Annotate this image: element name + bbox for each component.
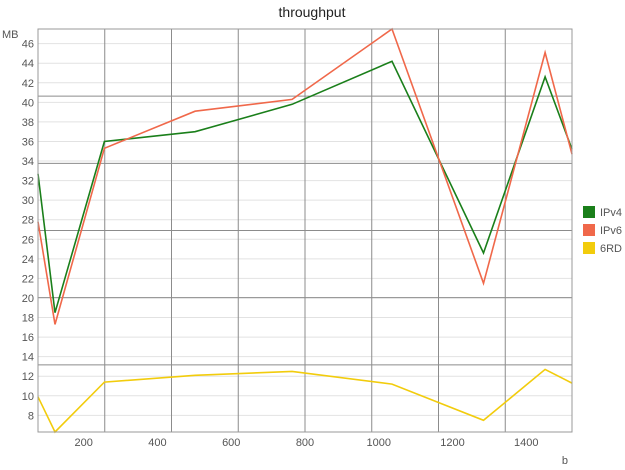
y-tick-label: 14 [22, 352, 34, 364]
y-tick-label: 8 [28, 410, 34, 422]
legend-label: IPv4 [600, 207, 622, 219]
y-tick-label: 10 [22, 391, 34, 403]
y-tick-label: 22 [22, 273, 34, 285]
legend-swatch-ipv4 [583, 206, 595, 218]
y-tick-label: 36 [22, 136, 34, 148]
x-axis-unit-label: b [562, 455, 568, 467]
plot-area [37, 28, 573, 433]
y-tick-label: 38 [22, 117, 34, 129]
y-tick-label: 26 [22, 234, 34, 246]
legend-swatch-ipv6 [583, 224, 595, 236]
x-tick-label: 800 [296, 437, 314, 449]
y-tick-label: 42 [22, 78, 34, 90]
y-tick-label: 46 [22, 39, 34, 51]
x-tick-label: 200 [75, 437, 93, 449]
series-line-ipv4 [37, 60, 573, 313]
y-tick-label: 16 [22, 332, 34, 344]
grid [38, 29, 572, 432]
legend: IPv4 IPv6 6RD [583, 206, 622, 255]
x-tick-label: 600 [222, 437, 240, 449]
y-tick-label: 24 [22, 254, 34, 266]
y-axis-unit-label: MB [2, 29, 19, 41]
y-tick-label: 30 [22, 195, 34, 207]
legend-swatch-6rd [583, 242, 595, 254]
y-tick-label: 18 [22, 313, 34, 325]
series-lines [37, 27, 573, 434]
x-tick-label: 1000 [367, 437, 391, 449]
chart-title: throughput [279, 4, 346, 20]
axis-ticks: 8 10 12 14 16 18 20 22 24 26 28 30 32 34 36 38 40 42 44 46 2… [22, 39, 539, 449]
x-tick-label: 400 [148, 437, 166, 449]
series-line-6rd [37, 368, 573, 434]
y-tick-label: 34 [22, 156, 34, 168]
series-line-ipv6 [37, 27, 573, 325]
y-tick-label: 12 [22, 371, 34, 383]
y-tick-label: 40 [22, 97, 34, 109]
y-tick-label: 44 [22, 58, 34, 70]
legend-label: IPv6 [600, 225, 622, 237]
y-tick-label: 28 [22, 215, 34, 227]
y-tick-label: 32 [22, 176, 34, 188]
x-tick-label: 1200 [440, 437, 464, 449]
legend-label: 6RD [600, 243, 622, 255]
y-tick-label: 20 [22, 293, 34, 305]
x-tick-label: 1400 [514, 437, 538, 449]
